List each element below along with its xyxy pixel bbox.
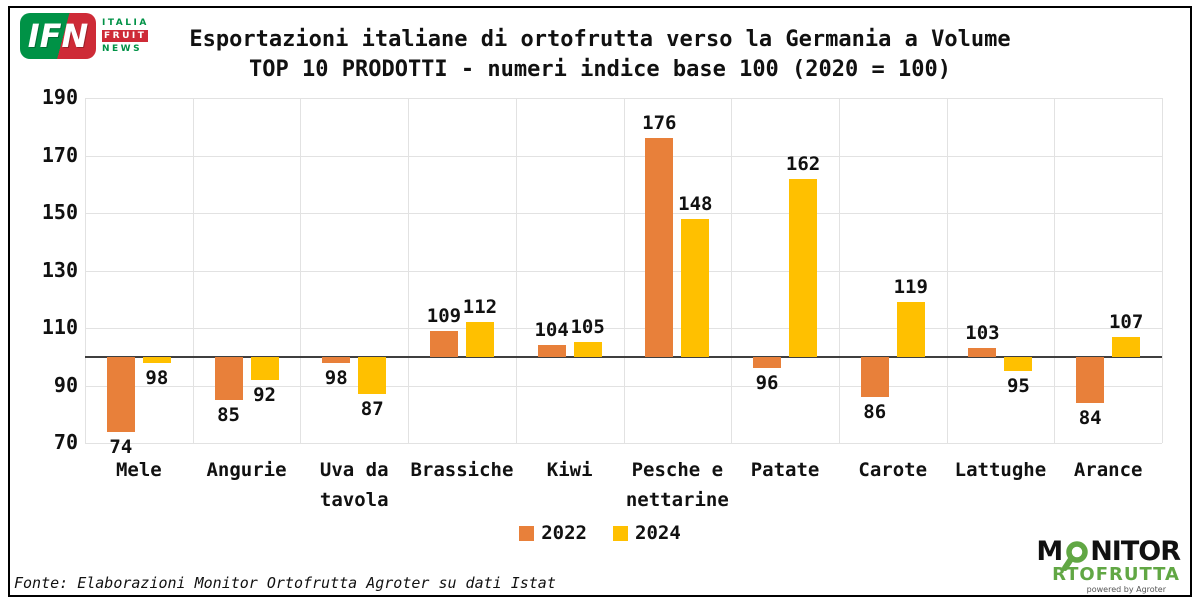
legend-label-2022: 2022 xyxy=(541,522,587,544)
x-gridline xyxy=(515,98,517,443)
legend-item-2024: 2024 xyxy=(613,522,681,544)
chart-title: Esportazioni italiane di ortofrutta vers… xyxy=(0,25,1200,85)
x-gridline xyxy=(731,98,733,443)
monitor-logo-line1: M NITOR xyxy=(1036,536,1181,571)
y-axis-tick-label: 70 xyxy=(53,430,78,454)
category-label: Mele xyxy=(115,459,162,481)
bar-2022-arance xyxy=(1076,356,1105,403)
data-label: 105 xyxy=(570,316,605,339)
ifn-fruit-label: FRUIT xyxy=(102,30,149,42)
data-label: 148 xyxy=(678,192,713,215)
data-label: 109 xyxy=(426,304,462,327)
bar-2024-pesche-e-nettarine xyxy=(681,218,710,357)
x-gridline xyxy=(1162,98,1163,443)
data-label: 74 xyxy=(109,435,133,458)
data-label: 86 xyxy=(863,401,887,423)
ifn-italia-label: ITALIA xyxy=(102,18,149,28)
y-axis-tick-label: 150 xyxy=(41,200,78,224)
data-label: 95 xyxy=(1006,375,1030,398)
bar-2024-patate xyxy=(789,178,818,357)
x-gridline xyxy=(1054,98,1056,443)
bar-2022-patate xyxy=(753,356,782,369)
bar-2022-lattughe xyxy=(968,348,997,357)
data-label: 104 xyxy=(534,319,569,342)
monitor-logo-m: M xyxy=(1036,536,1063,567)
bar-2024-carote xyxy=(896,302,925,357)
category-label: Lattughe xyxy=(954,459,1047,481)
data-label: 162 xyxy=(785,152,821,175)
source-note: Fonte: Elaborazioni Monitor Ortofrutta A… xyxy=(14,574,556,592)
y-axis-tick-label: 90 xyxy=(53,372,78,397)
category-label: Carote xyxy=(858,459,928,481)
magnifier-icon xyxy=(1062,540,1089,571)
category-label: Brassiche xyxy=(410,459,514,481)
monitor-ortofrutta-logo: M NITOR RTOFRUTTA powered by Agroter xyxy=(1036,536,1181,594)
data-label: 84 xyxy=(1078,406,1102,429)
x-gridline xyxy=(85,98,86,443)
bar-2022-mele xyxy=(106,356,135,432)
y-gridline xyxy=(85,443,1162,444)
y-axis-tick-label: 170 xyxy=(41,142,78,167)
x-gridline xyxy=(300,98,302,443)
bar-2022-carote xyxy=(860,356,889,397)
bar-2024-angurie xyxy=(250,356,279,380)
baseline-100-axis xyxy=(85,355,1162,358)
data-label: 98 xyxy=(145,366,169,389)
bar-2022-angurie xyxy=(214,356,243,400)
data-label: 119 xyxy=(893,276,928,299)
x-gridline xyxy=(192,98,194,443)
ifn-logo-text: ITALIA FRUIT NEWS xyxy=(102,18,149,54)
bar-2022-uva-da-tavola xyxy=(322,356,351,363)
legend-swatch-2022-icon xyxy=(519,525,535,541)
y-axis-tick-label: 110 xyxy=(41,315,78,339)
data-label: 92 xyxy=(253,383,276,406)
ifn-news-label: NEWS xyxy=(102,44,143,54)
y-axis-tick-label: 190 xyxy=(41,85,78,109)
bar-2024-lattughe xyxy=(1004,356,1033,372)
data-label: 107 xyxy=(1108,310,1144,333)
legend-label-2024: 2024 xyxy=(635,522,681,544)
data-label: 87 xyxy=(360,398,384,421)
chart-title-line1: Esportazioni italiane di ortofrutta vers… xyxy=(189,27,1011,52)
category-label: Angurie xyxy=(206,459,287,481)
ifn-logo: IFN ITALIA FRUIT NEWS xyxy=(20,13,149,59)
chart-legend: 2022 2024 xyxy=(0,522,1200,544)
category-label: Patate xyxy=(750,459,820,481)
data-label: 112 xyxy=(462,296,498,319)
monitor-logo-nitor: NITOR xyxy=(1090,536,1181,567)
data-label: 103 xyxy=(965,322,1000,345)
chart-title-line2: TOP 10 PRODOTTI - numeri indice base 100… xyxy=(249,57,951,82)
data-label: 98 xyxy=(324,366,348,389)
bar-2022-brassiche xyxy=(429,330,458,357)
bar-2024-uva-da-tavola xyxy=(358,356,387,395)
monitor-logo-line2: RTOFRUTTA xyxy=(1052,564,1180,585)
legend-swatch-2024-icon xyxy=(613,525,628,541)
category-label: Arance xyxy=(1073,459,1143,481)
data-label: 96 xyxy=(755,372,779,395)
bar-2024-kiwi xyxy=(573,342,602,357)
bar-2024-brassiche xyxy=(465,322,494,357)
bar-2024-arance xyxy=(1112,336,1141,357)
y-axis-tick-label: 130 xyxy=(41,257,78,282)
category-label: Pesche e nettarine xyxy=(625,459,729,511)
category-label: Kiwi xyxy=(546,459,593,481)
ifn-badge-icon: IFN xyxy=(20,13,96,59)
bar-2022-pesche-e-nettarine xyxy=(645,138,674,357)
bar-2022-kiwi xyxy=(537,345,566,357)
x-gridline xyxy=(408,98,410,443)
monitor-logo-powered-by: powered by Agroter xyxy=(1086,585,1166,594)
bar-2024-mele xyxy=(142,356,171,363)
x-gridline xyxy=(946,98,948,443)
data-label: 176 xyxy=(642,112,677,135)
data-label: 85 xyxy=(217,403,240,426)
x-gridline xyxy=(623,98,625,443)
x-gridline xyxy=(838,98,840,443)
legend-item-2022: 2022 xyxy=(519,522,587,544)
category-label: Uva da tavola xyxy=(319,459,389,511)
